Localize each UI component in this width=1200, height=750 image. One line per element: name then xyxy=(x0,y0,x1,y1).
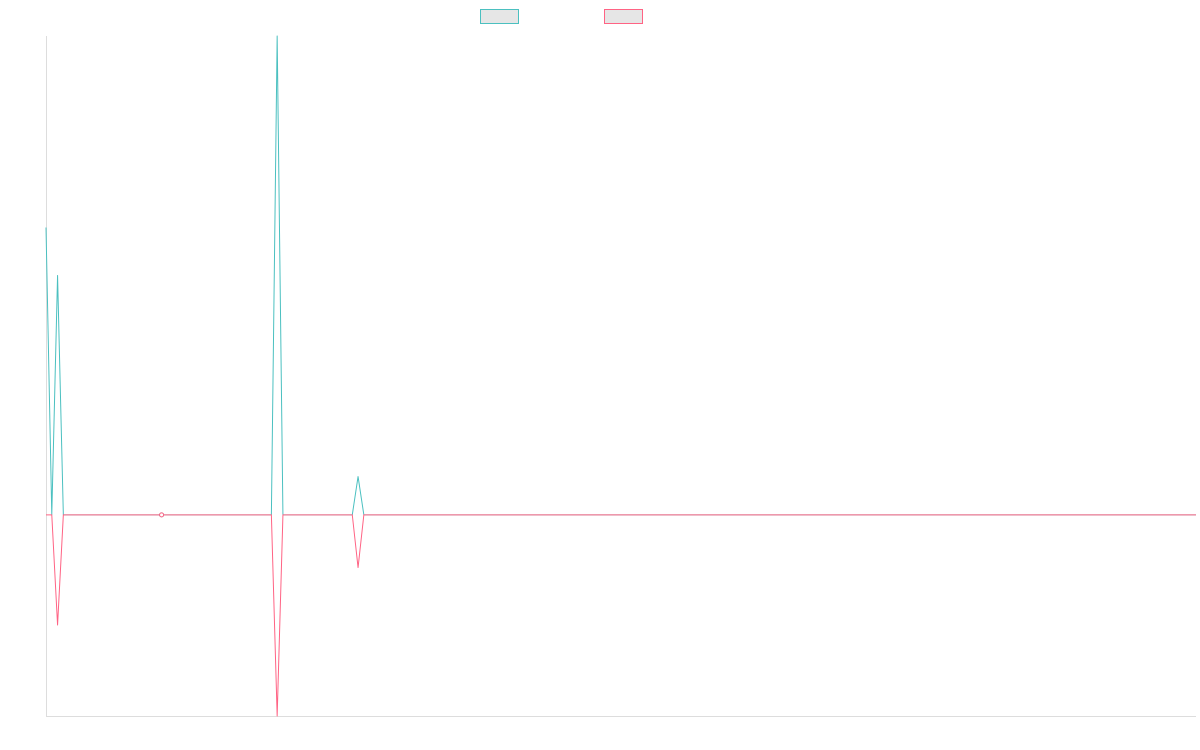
series-line-2 xyxy=(46,514,1196,717)
legend-item-series-2[interactable] xyxy=(604,9,649,24)
legend-swatch-series-1 xyxy=(480,9,519,24)
plot-area xyxy=(45,35,1196,717)
series-line-1 xyxy=(45,35,1196,516)
data-point-marker[interactable] xyxy=(159,512,165,518)
legend-item-series-1[interactable] xyxy=(480,9,525,24)
chart-legend xyxy=(0,9,1200,27)
legend-swatch-series-2 xyxy=(604,9,643,24)
